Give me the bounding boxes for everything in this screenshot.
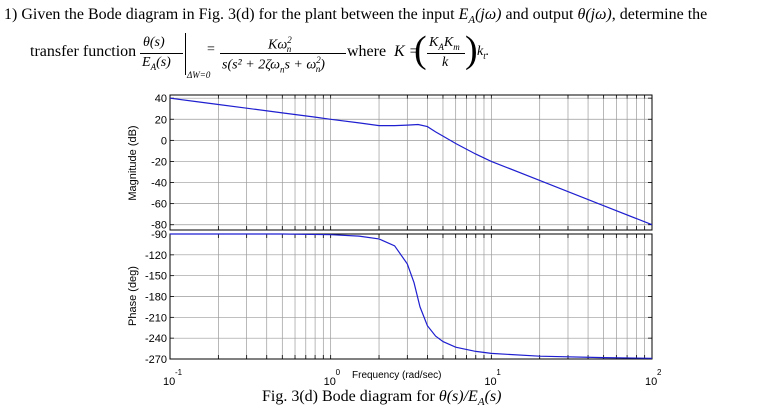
x-tick-label: 10 — [484, 376, 496, 388]
phase-y-tick-label: -210 — [145, 312, 167, 324]
phase-y-tick-label: -180 — [145, 292, 167, 304]
figure-caption: Fig. 3(d) Bode diagram for θ(s)/EA(s) — [262, 388, 502, 409]
phase-y-tick-label: -240 — [145, 333, 167, 345]
lhs-numerator: θ(s) — [143, 35, 165, 50]
equals-sign: = — [207, 42, 215, 57]
phase-grid — [170, 234, 652, 359]
question-text-after: , determine the — [611, 6, 708, 23]
phase-series-line — [170, 233, 653, 359]
x-tick-exponent: 0 — [336, 368, 341, 377]
x-tick-label: 10 — [645, 376, 657, 388]
question-number: 1) — [4, 6, 18, 23]
x-tick-label: 10 — [324, 376, 336, 388]
question-text-mid: and output — [505, 6, 574, 23]
phase-y-tick-label: -120 — [145, 250, 167, 262]
magnitude-grid — [170, 95, 652, 230]
k-denominator: k — [442, 55, 449, 70]
input-signal-sub: A — [468, 14, 476, 27]
phase-y-tick-label: -270 — [145, 354, 167, 366]
magnitude-series-line — [169, 97, 653, 226]
phase-y-tick-label: -150 — [145, 271, 167, 283]
magnitude-y-tick-label: -60 — [151, 199, 167, 211]
phase-y-tick-label: -90 — [151, 229, 167, 241]
output-signal: θ(jω) — [577, 6, 612, 23]
evaluation-condition: ΔW=0 — [187, 70, 211, 80]
left-paren: ( — [414, 29, 427, 71]
phase-y-ticks: -90 -120 -150 -180 -210 -240 -270 — [145, 229, 652, 366]
lhs-fraction-bar — [140, 53, 183, 54]
right-paren: ) — [465, 29, 478, 71]
question-line-2: transfer function — [30, 43, 137, 60]
input-signal-arg: (jω) — [475, 6, 502, 23]
k-definition-lhs: K = — [394, 43, 420, 60]
magnitude-y-ticks: 40 20 0 -20 -40 -60 -80 — [151, 93, 652, 232]
k-fraction-bar — [427, 53, 465, 54]
rhs-fraction-bar — [220, 53, 346, 54]
x-tick-exponent: -1 — [175, 368, 183, 377]
magnitude-y-tick-label: -20 — [151, 156, 167, 168]
magnitude-y-tick-label: 20 — [155, 114, 167, 126]
x-tick-label: 10 — [163, 376, 175, 388]
rhs-denominator: s(s² + 2ζωns + ω2n) — [222, 55, 325, 75]
lhs-denominator: EA(s) — [142, 55, 171, 72]
input-signal: E — [458, 6, 469, 23]
where-label: where — [347, 43, 387, 60]
x-tick-exponent: 1 — [496, 368, 501, 377]
question-line-1: 1) Given the Bode diagram in Fig. 3(d) f… — [4, 6, 707, 26]
frequency-x-axis-label: Frequency (rad/sec) — [352, 370, 441, 381]
magnitude-axes-frame — [169, 94, 653, 231]
evaluation-bar — [185, 33, 186, 75]
x-tick-exponent: 2 — [657, 368, 662, 377]
rhs-numerator: Kω2n — [268, 35, 292, 55]
magnitude-y-tick-label: 40 — [155, 93, 167, 105]
k-tail: kt. — [477, 44, 490, 61]
magnitude-y-axis-label: Magnitude (dB) — [127, 125, 139, 200]
magnitude-y-tick-label: 0 — [161, 135, 167, 147]
phase-y-axis-label: Phase (deg) — [127, 266, 139, 326]
question-text-before: Given the Bode diagram in Fig. 3(d) for … — [21, 6, 455, 23]
magnitude-y-tick-label: -40 — [151, 178, 167, 190]
k-numerator: KAKm — [429, 35, 460, 52]
magnitude-y-tick-label: -80 — [151, 220, 167, 232]
